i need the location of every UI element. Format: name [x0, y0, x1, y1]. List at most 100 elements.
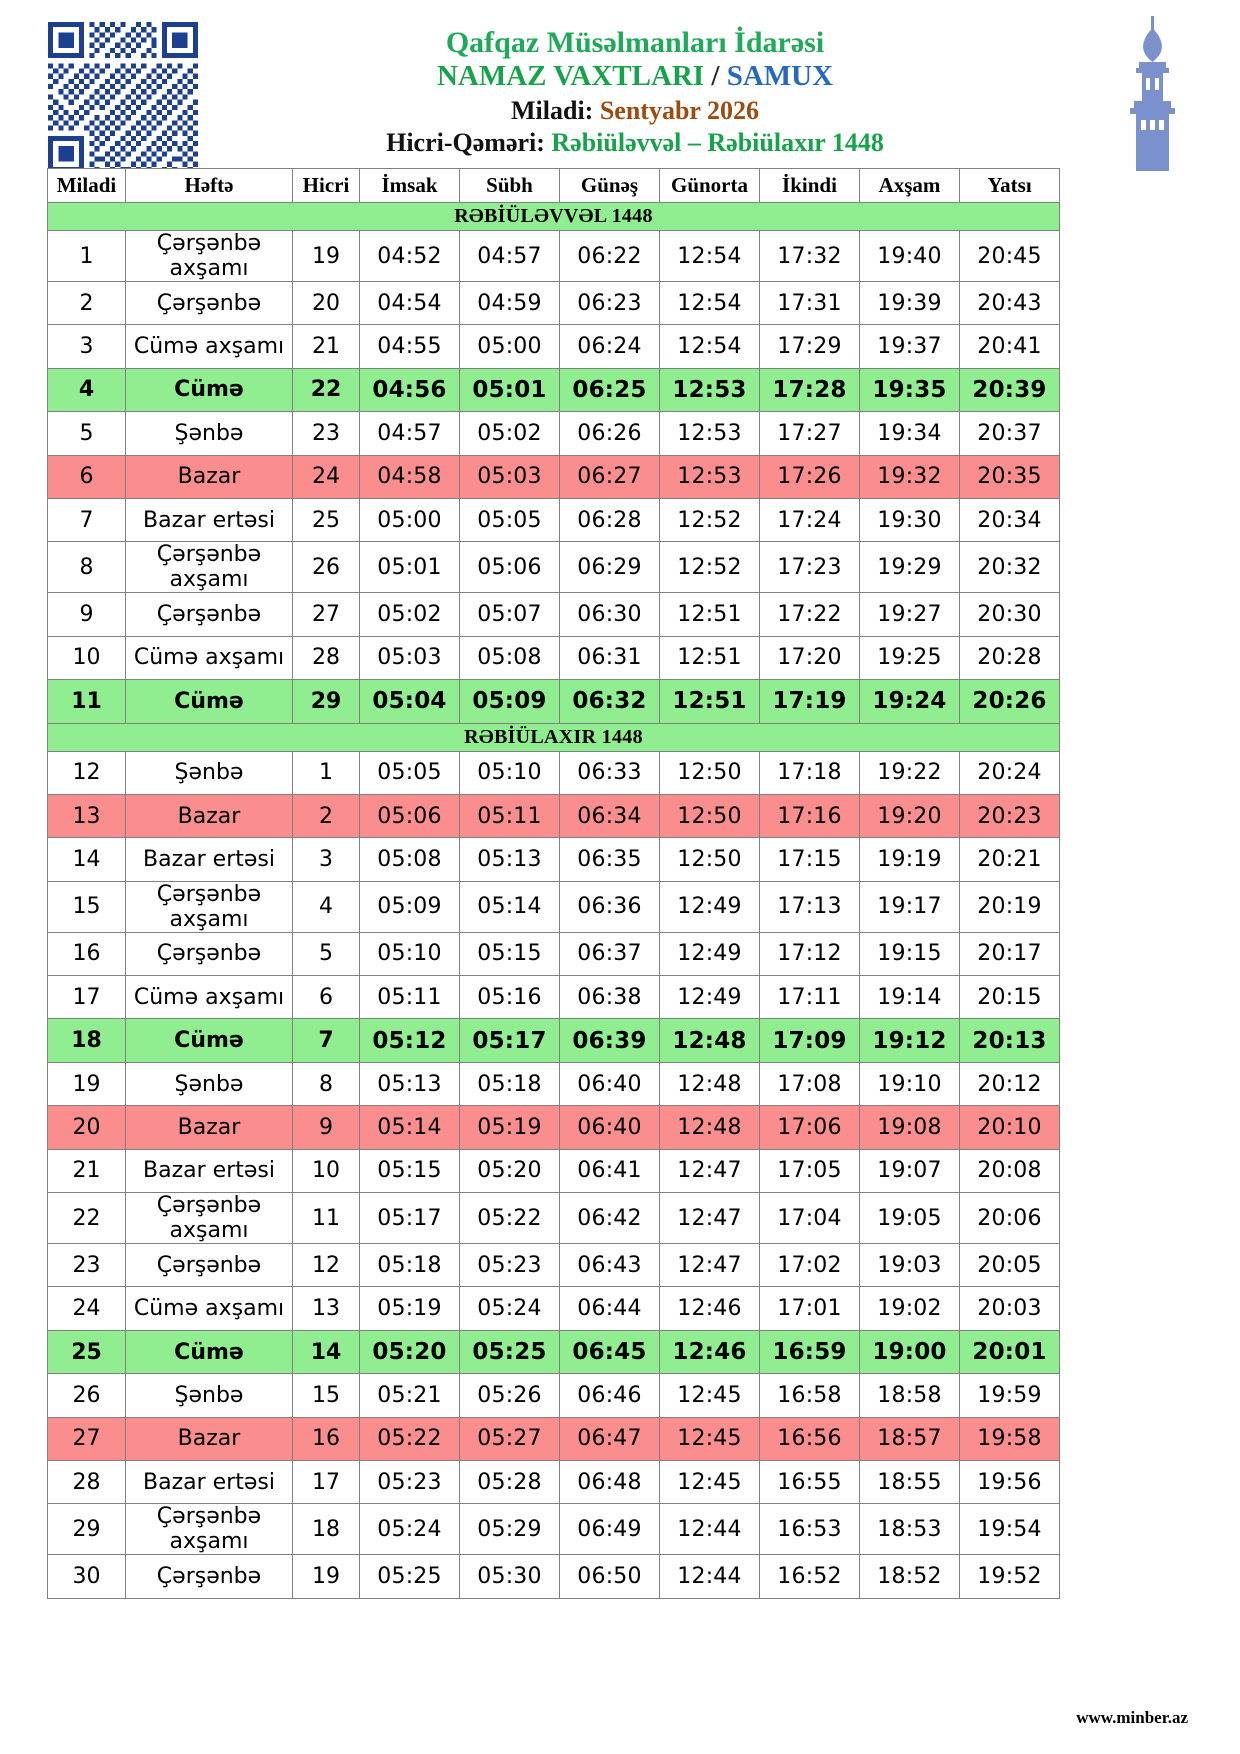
- cell-yatsi: 20:23: [959, 793, 1060, 839]
- cell-hicri: 29: [292, 679, 360, 724]
- cell-yatsi: 20:19: [959, 880, 1060, 933]
- cell-hefte: Çərşənbə: [125, 280, 293, 326]
- table-row: 15 Çərşənbə axşamı 4 05:09 05:14 06:36 12:49 17…: [47, 880, 1060, 933]
- cell-hefte: Bazar: [125, 1416, 293, 1461]
- column-header-hicri: Hicri: [292, 168, 360, 203]
- cell-subh: 05:09: [459, 679, 560, 724]
- cell-yatsi: 20:03: [959, 1286, 1060, 1331]
- cell-ikindi: 17:27: [759, 411, 860, 456]
- cell-gunorta: 12:49: [659, 975, 760, 1020]
- cell-miladi: 29: [47, 1503, 126, 1556]
- cell-yatsi: 20:15: [959, 975, 1060, 1020]
- cell-gunes: 06:24: [559, 324, 660, 369]
- cell-imsak: 05:18: [359, 1243, 460, 1288]
- cell-ikindi: 16:56: [759, 1416, 860, 1461]
- cell-subh: 05:06: [459, 541, 560, 594]
- cell-hicri: 19: [292, 230, 360, 282]
- cell-miladi: 30: [47, 1554, 126, 1599]
- cell-imsak: 05:09: [359, 880, 460, 933]
- table-body: RƏBİÜLƏVVƏL 1448 1 Çərşənbə axşamı 19 04:52 0…: [47, 202, 1060, 1599]
- cell-imsak: 05:24: [359, 1503, 460, 1556]
- cell-yatsi: 20:43: [959, 280, 1060, 326]
- cell-gunorta: 12:49: [659, 931, 760, 977]
- cell-imsak: 05:25: [359, 1554, 460, 1599]
- cell-imsak: 05:06: [359, 793, 460, 839]
- cell-yatsi: 20:37: [959, 411, 1060, 456]
- cell-axsam: 18:55: [859, 1459, 960, 1505]
- cell-gunes: 06:40: [559, 1105, 660, 1150]
- cell-yatsi: 20:34: [959, 497, 1060, 543]
- cell-hicri: 13: [292, 1286, 360, 1331]
- cell-ikindi: 17:19: [759, 679, 860, 724]
- cell-ikindi: 17:31: [759, 280, 860, 326]
- cell-imsak: 05:13: [359, 1061, 460, 1107]
- cell-imsak: 05:00: [359, 497, 460, 543]
- cell-hefte: Cümə: [125, 1329, 293, 1375]
- table-row: 1 Çərşənbə axşamı 19 04:52 04:57 06:22 12:54 17…: [47, 230, 1060, 282]
- cell-hicri: 18: [292, 1503, 360, 1556]
- cell-gunes: 06:23: [559, 280, 660, 326]
- cell-gunes: 06:40: [559, 1061, 660, 1107]
- cell-yatsi: 20:35: [959, 454, 1060, 499]
- cell-subh: 05:27: [459, 1416, 560, 1461]
- table-row: 28 Bazar ertəsi 17 05:23 05:28 06:48 12:45 16:5…: [47, 1459, 1060, 1505]
- cell-imsak: 05:17: [359, 1192, 460, 1245]
- cell-subh: 05:22: [459, 1192, 560, 1245]
- cell-hefte: Cümə: [125, 367, 293, 413]
- cell-ikindi: 17:02: [759, 1243, 860, 1288]
- minaret-icon: [1130, 16, 1175, 171]
- cell-gunorta: 12:53: [659, 454, 760, 499]
- cell-gunorta: 12:48: [659, 1105, 760, 1150]
- cell-hefte: Bazar ertəsi: [125, 1459, 293, 1505]
- cell-subh: 05:00: [459, 324, 560, 369]
- table-row: 13 Bazar 2 05:06 05:11 06:34 12:50 17:16 19:20 20…: [47, 793, 1060, 839]
- hijri-label: Hicri-Qəməri:: [386, 128, 545, 158]
- cell-gunorta: 12:46: [659, 1329, 760, 1375]
- cell-axsam: 19:05: [859, 1192, 960, 1245]
- cell-axsam: 18:58: [859, 1373, 960, 1418]
- cell-gunorta: 12:49: [659, 880, 760, 933]
- cell-ikindi: 16:55: [759, 1459, 860, 1505]
- cell-ikindi: 17:05: [759, 1148, 860, 1194]
- cell-miladi: 10: [47, 635, 126, 681]
- cell-subh: 05:19: [459, 1105, 560, 1150]
- cell-imsak: 04:55: [359, 324, 460, 369]
- cell-imsak: 05:21: [359, 1373, 460, 1418]
- cell-hefte: Çərşənbə axşamı: [125, 541, 293, 594]
- header-row: Miladi Həftə Hicri İmsak Sübh Günəş Günorta İki…: [47, 168, 1060, 203]
- cell-subh: 05:28: [459, 1459, 560, 1505]
- table-row: 12 Şənbə 1 05:05 05:10 06:33 12:50 17:18 19:22 20…: [47, 750, 1060, 795]
- cell-hefte: Çərşənbə axşamı: [125, 880, 293, 933]
- cell-hicri: 19: [292, 1554, 360, 1599]
- cell-yatsi: 20:39: [959, 367, 1060, 413]
- cell-subh: 05:30: [459, 1554, 560, 1599]
- prayer-times-table: Miladi Həftə Hicri İmsak Sübh Günəş Günorta İki…: [47, 168, 1060, 1599]
- cell-ikindi: 17:12: [759, 931, 860, 977]
- cell-hicri: 16: [292, 1416, 360, 1461]
- cell-axsam: 19:15: [859, 931, 960, 977]
- cell-subh: 04:57: [459, 230, 560, 282]
- cell-miladi: 2: [47, 280, 126, 326]
- cell-axsam: 19:07: [859, 1148, 960, 1194]
- cell-axsam: 19:19: [859, 837, 960, 882]
- table-row: 16 Çərşənbə 5 05:10 05:15 06:37 12:49 17:12 19:1…: [47, 931, 1060, 977]
- cell-gunes: 06:48: [559, 1459, 660, 1505]
- cell-ikindi: 17:06: [759, 1105, 860, 1150]
- cell-yatsi: 20:41: [959, 324, 1060, 369]
- cell-hefte: Bazar ertəsi: [125, 837, 293, 882]
- month-section-header: RƏBİÜLƏVVƏL 1448: [47, 202, 1060, 231]
- cell-imsak: 04:56: [359, 367, 460, 413]
- cell-hefte: Cümə: [125, 679, 293, 724]
- cell-gunorta: 12:47: [659, 1148, 760, 1194]
- month-section-title: RƏBİÜLƏVVƏL 1448: [47, 202, 1060, 231]
- cell-hefte: Çərşənbə: [125, 931, 293, 977]
- cell-hefte: Çərşənbə: [125, 1243, 293, 1288]
- cell-ikindi: 17:16: [759, 793, 860, 839]
- cell-miladi: 5: [47, 411, 126, 456]
- cell-yatsi: 20:05: [959, 1243, 1060, 1288]
- cell-ikindi: 17:18: [759, 750, 860, 795]
- cell-hicri: 22: [292, 367, 360, 413]
- cell-hicri: 17: [292, 1459, 360, 1505]
- cell-imsak: 05:08: [359, 837, 460, 882]
- table-row: 7 Bazar ertəsi 25 05:00 05:05 06:28 12:52 17:24…: [47, 497, 1060, 543]
